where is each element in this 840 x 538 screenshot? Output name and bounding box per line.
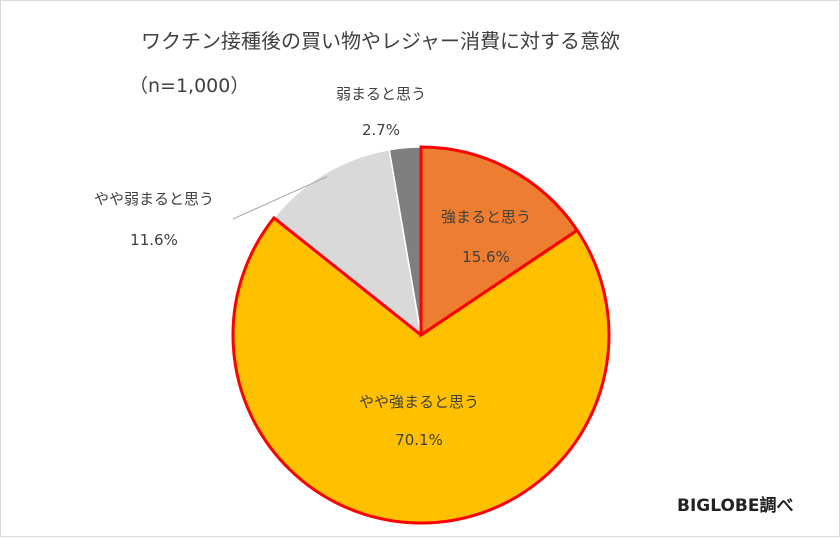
source-credit: BIGLOBE調べ bbox=[677, 496, 794, 516]
value-strong: 15.6% bbox=[462, 248, 510, 266]
chart-title: ワクチン接種後の買い物やレジャー消費に対する意欲 bbox=[141, 29, 620, 53]
highlight-outlines bbox=[231, 145, 611, 525]
pie-slices bbox=[232, 146, 610, 524]
value-slightly-weak: 11.6% bbox=[130, 231, 178, 249]
label-slightly-strong: やや強まると思う bbox=[359, 393, 479, 411]
value-weak: 2.7% bbox=[362, 121, 400, 139]
highlight-outline-slightly-strong bbox=[231, 215, 611, 525]
label-strong: 強まると思う bbox=[441, 208, 531, 226]
pie-slice-slightly-weak bbox=[272, 148, 423, 337]
highlight-outline-strong bbox=[419, 145, 580, 338]
label-weak: 弱まると思う bbox=[336, 85, 426, 103]
leader-line bbox=[232, 176, 328, 220]
value-slightly-strong: 70.1% bbox=[395, 431, 443, 449]
chart-subtitle: （n=1,000） bbox=[129, 75, 250, 97]
label-slightly-weak: やや弱まると思う bbox=[94, 190, 214, 208]
